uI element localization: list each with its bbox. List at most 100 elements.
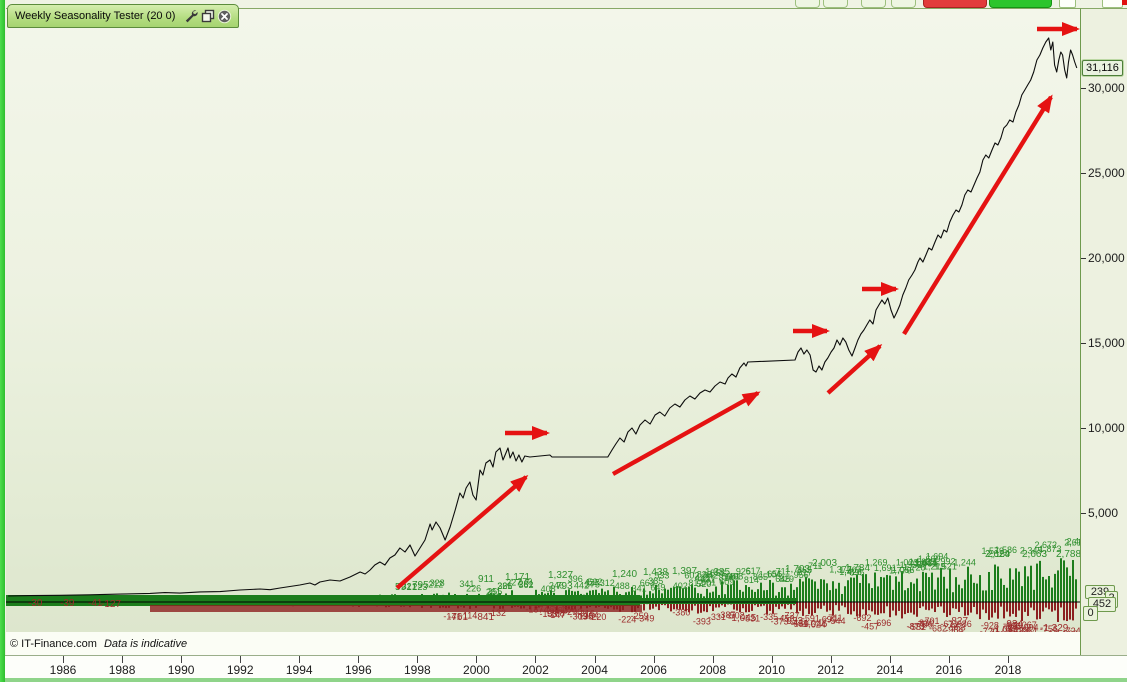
svg-text:1,327: 1,327 xyxy=(548,570,573,581)
indicator-tab-title: Weekly Seasonality Tester (20 0) xyxy=(15,10,176,22)
time-axis-year-label: 2016 xyxy=(935,663,963,677)
time-axis-tick xyxy=(1007,656,1009,663)
svg-text:-591: -591 xyxy=(802,613,820,623)
svg-text:-720: -720 xyxy=(980,627,998,632)
toolbar-button-pale[interactable] xyxy=(823,0,848,8)
chart-area[interactable]: 402 1,219 812 1,691 488 925 328 1,521 246 227 366 8… xyxy=(6,8,1080,632)
time-axis-tick xyxy=(653,656,655,663)
close-icon[interactable] xyxy=(217,9,232,24)
price-line xyxy=(8,37,1078,597)
svg-text:-288: -288 xyxy=(547,609,565,619)
time-axis-tick xyxy=(63,656,64,663)
svg-text:1,244: 1,244 xyxy=(953,558,976,568)
settings-wrench-icon[interactable] xyxy=(183,9,198,24)
svg-text:-756: -756 xyxy=(1040,624,1058,632)
histogram-red-band xyxy=(150,605,642,612)
time-axis[interactable]: 1986 1988 1990 1992 1994 1996 1998 2000 2002 2004… xyxy=(5,655,1127,678)
toolbar-button-square[interactable] xyxy=(1059,0,1076,8)
indicator-tab[interactable]: Weekly Seasonality Tester (20 0) xyxy=(7,4,240,28)
svg-text:814: 814 xyxy=(744,575,759,585)
svg-text:-195: -195 xyxy=(575,612,593,622)
svg-text:522: 522 xyxy=(588,577,603,587)
svg-text:341: 341 xyxy=(632,583,647,593)
trend-arrow-uptrend xyxy=(395,475,529,590)
svg-text:2,663: 2,663 xyxy=(1022,549,1047,560)
svg-text:223: 223 xyxy=(412,582,427,592)
time-axis-tick xyxy=(771,656,773,663)
svg-text:366: 366 xyxy=(497,581,512,591)
svg-text:498: 498 xyxy=(728,572,743,582)
toolbar-button-red[interactable] xyxy=(923,0,987,8)
svg-text:591: 591 xyxy=(395,582,412,593)
price-axis-label: 30,000 xyxy=(1088,81,1125,95)
svg-text:-166: -166 xyxy=(558,605,576,615)
time-axis-tick xyxy=(240,656,242,663)
svg-text:2,345: 2,345 xyxy=(1020,545,1043,555)
svg-text:-187: -187 xyxy=(525,605,543,615)
price-axis-label: 5,000 xyxy=(1088,506,1119,520)
svg-text:1,992: 1,992 xyxy=(933,556,956,566)
svg-text:602: 602 xyxy=(684,571,699,581)
svg-text:656: 656 xyxy=(767,569,782,579)
plot-background xyxy=(6,9,1080,632)
svg-text:385: 385 xyxy=(648,576,663,586)
svg-text:2,672: 2,672 xyxy=(1034,540,1057,550)
svg-text:520: 520 xyxy=(696,579,711,589)
svg-text:-1,041: -1,041 xyxy=(991,626,1017,632)
svg-text:-1,046: -1,046 xyxy=(799,619,828,630)
svg-text:-127: -127 xyxy=(101,599,121,610)
svg-text:1,593: 1,593 xyxy=(909,557,932,567)
svg-text:1,044: 1,044 xyxy=(914,559,937,569)
svg-text:661: 661 xyxy=(725,571,740,581)
svg-text:-114: -114 xyxy=(460,610,477,620)
svg-text:911: 911 xyxy=(478,574,494,585)
svg-text:-642: -642 xyxy=(1006,626,1024,632)
svg-text:402: 402 xyxy=(673,581,688,591)
svg-text:-461: -461 xyxy=(540,605,560,616)
svg-text:1,207: 1,207 xyxy=(839,565,862,575)
svg-text:858: 858 xyxy=(710,568,725,578)
price-axis-tick xyxy=(1081,88,1086,89)
svg-text:-1,339: -1,339 xyxy=(1053,629,1079,632)
svg-text:711: 711 xyxy=(776,566,790,576)
toolbar-button-square[interactable] xyxy=(1102,0,1123,8)
svg-text:1,426: 1,426 xyxy=(839,567,862,577)
svg-text:956: 956 xyxy=(794,570,809,580)
svg-text:-147: -147 xyxy=(547,610,565,620)
svg-text:-193: -193 xyxy=(550,606,568,616)
toolbar-button-pale[interactable] xyxy=(795,0,820,8)
time-axis-tick xyxy=(417,656,419,663)
time-axis-year-label: 2008 xyxy=(699,663,726,677)
svg-text:-827: -827 xyxy=(948,616,968,627)
histogram-dense-band xyxy=(6,595,640,606)
time-axis-tick xyxy=(712,656,714,663)
toolbar-button-dot xyxy=(1122,0,1127,5)
svg-text:1,056: 1,056 xyxy=(892,565,915,575)
svg-text:-153: -153 xyxy=(540,609,558,619)
svg-text:-1,329: -1,329 xyxy=(1040,623,1069,632)
duplicate-window-icon[interactable] xyxy=(200,9,215,24)
svg-text:-954: -954 xyxy=(1019,626,1037,632)
svg-text:-951: -951 xyxy=(1004,621,1022,631)
time-axis-year-label: 1996 xyxy=(344,663,372,677)
svg-text:-393: -393 xyxy=(693,616,711,626)
svg-text:564: 564 xyxy=(722,571,737,581)
copyright-bar: © IT-Finance.com Data is indicative xyxy=(6,632,1080,655)
svg-text:341: 341 xyxy=(459,579,474,589)
price-axis-tick xyxy=(1081,173,1086,174)
time-axis-year-label: 1994 xyxy=(285,663,313,677)
svg-text:-1,045: -1,045 xyxy=(728,613,757,624)
toolbar-button-pale[interactable] xyxy=(861,0,886,8)
svg-text:1,023: 1,023 xyxy=(896,557,919,567)
price-axis-tick xyxy=(1081,343,1086,344)
price-axis-label: 25,000 xyxy=(1088,166,1125,180)
svg-text:-933: -933 xyxy=(783,616,803,627)
svg-text:649: 649 xyxy=(650,583,665,593)
svg-text:1,104: 1,104 xyxy=(759,570,782,580)
time-axis-tick xyxy=(948,656,950,663)
svg-text:-373: -373 xyxy=(771,616,789,626)
toolbar-button-green[interactable] xyxy=(989,0,1052,8)
price-axis[interactable]: 31,116 30,000 25,000 20,000 15,000 10,000 5,0… xyxy=(1080,8,1127,655)
toolbar-button-pale[interactable] xyxy=(891,0,916,8)
